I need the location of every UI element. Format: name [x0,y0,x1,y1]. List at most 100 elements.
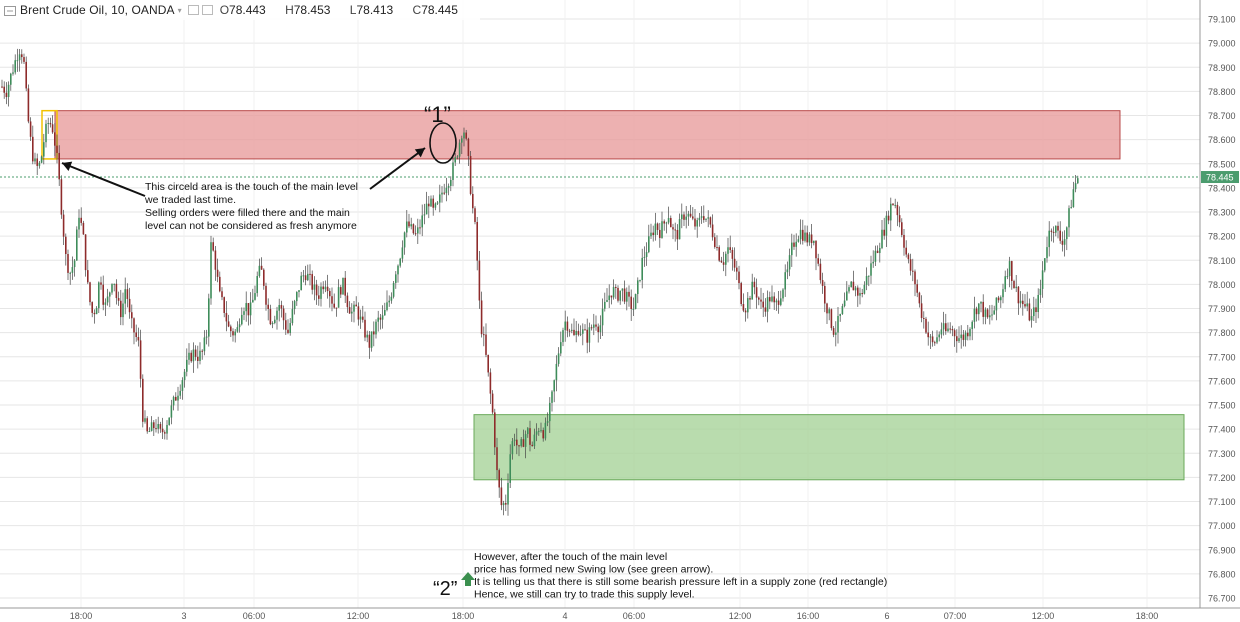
candle-body[interactable] [973,308,976,322]
candle-body[interactable] [452,162,454,180]
candle-body[interactable] [447,185,450,188]
candle-body[interactable] [938,334,940,338]
candle-body[interactable] [392,282,395,297]
candle-body[interactable] [683,214,685,220]
candle-body[interactable] [527,428,529,435]
candle-body[interactable] [390,296,393,301]
candle-body[interactable] [502,503,505,506]
candle-body[interactable] [84,234,87,271]
candle-body[interactable] [430,198,432,207]
candle-body[interactable] [1006,276,1009,278]
candle-body[interactable] [700,216,703,218]
candle-body[interactable] [102,284,104,305]
candle-body[interactable] [883,229,885,236]
candle-body[interactable] [936,337,938,343]
candle-body[interactable] [126,289,129,299]
candle-body[interactable] [179,390,181,396]
candle-body[interactable] [912,270,914,272]
candle-body[interactable] [417,227,419,234]
candle-body[interactable] [623,288,626,302]
candle-body[interactable] [298,290,300,293]
candle-body[interactable] [810,234,813,244]
candle-body[interactable] [29,121,32,137]
candle-body[interactable] [841,306,844,315]
candle-body[interactable] [56,145,58,153]
candle-body[interactable] [650,232,652,237]
candle-body[interactable] [142,378,144,422]
candle-body[interactable] [98,282,100,309]
candle-body[interactable] [194,349,197,357]
candle-body[interactable] [419,227,421,229]
candle-body[interactable] [747,298,749,313]
candle-body[interactable] [18,54,21,61]
candle-body[interactable] [172,396,175,406]
candle-body[interactable] [1057,225,1059,231]
candle-body[interactable] [907,254,910,260]
candle-body[interactable] [133,318,135,333]
candle-body[interactable] [278,305,280,311]
candle-body[interactable] [535,431,538,435]
candle-body[interactable] [1013,280,1015,289]
candle-body[interactable] [95,308,98,315]
candle-body[interactable] [894,204,896,206]
candle-body[interactable] [368,334,371,348]
candle-body[interactable] [397,265,399,275]
candle-body[interactable] [645,252,648,257]
candle-body[interactable] [65,236,67,255]
candle-body[interactable] [573,329,575,336]
candle-body[interactable] [1077,178,1079,184]
candle-body[interactable] [115,283,118,299]
candle-body[interactable] [1024,304,1026,307]
candle-body[interactable] [203,337,206,352]
candle-body[interactable] [1028,303,1031,321]
settings-icon[interactable] [187,5,199,15]
candle-body[interactable] [100,282,102,285]
candle-body[interactable] [357,306,360,320]
candle-body[interactable] [375,321,377,335]
candle-body[interactable] [788,255,791,270]
candle-body[interactable] [183,371,186,381]
candle-body[interactable] [498,470,500,488]
candle-body[interactable] [846,291,848,301]
candle-body[interactable] [346,295,349,308]
candle-body[interactable] [582,329,584,334]
candle-body[interactable] [285,320,287,330]
candle-body[interactable] [69,272,71,274]
candle-body[interactable] [1063,239,1066,245]
candle-body[interactable] [670,217,672,228]
candle-body[interactable] [797,239,800,242]
candle-body[interactable] [139,340,142,379]
candle-body[interactable] [984,309,987,317]
candle-body[interactable] [775,300,778,303]
candle-body[interactable] [439,194,441,203]
candle-body[interactable] [309,273,311,275]
candle-body[interactable] [588,327,591,343]
candle-body[interactable] [777,300,780,305]
candle-body[interactable] [335,307,338,309]
candle-body[interactable] [230,326,232,332]
candle-body[interactable] [67,254,69,273]
candle-body[interactable] [727,247,729,254]
candle-body[interactable] [639,279,641,281]
candle-body[interactable] [243,311,245,315]
candle-body[interactable] [212,242,214,251]
candle-body[interactable] [901,222,903,235]
candle-body[interactable] [934,342,936,344]
candle-body[interactable] [753,281,756,288]
candle-body[interactable] [62,214,65,237]
candle-body[interactable] [795,241,797,247]
candle-body[interactable] [667,217,670,223]
candle-body[interactable] [518,445,520,447]
candle-body[interactable] [513,439,516,442]
candle-body[interactable] [824,285,826,304]
candle-body[interactable] [549,402,551,422]
candle-body[interactable] [659,229,661,238]
chevron-down-icon[interactable]: ▾ [177,5,182,15]
candle-body[interactable] [414,233,417,235]
candle-body[interactable] [465,132,467,139]
candle-body[interactable] [720,260,723,263]
candle-body[interactable] [23,57,25,62]
candle-body[interactable] [38,162,41,166]
candle-body[interactable] [546,421,549,423]
